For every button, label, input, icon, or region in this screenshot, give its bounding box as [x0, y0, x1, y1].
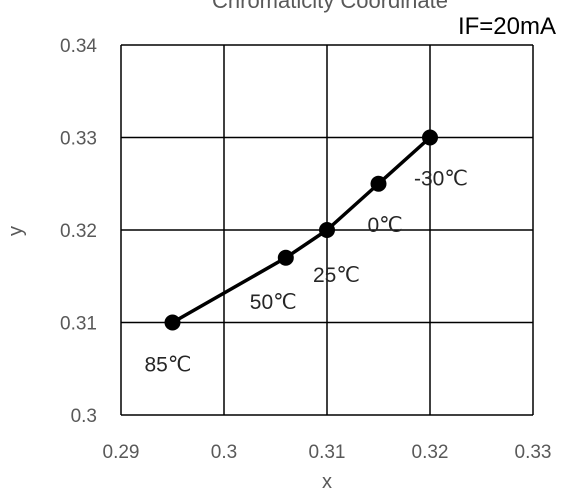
data-point	[319, 222, 335, 238]
data-label: 25℃	[313, 264, 360, 287]
grid	[120, 44, 534, 416]
chart-title: Chromaticity Coordinate	[212, 0, 448, 13]
data-label: 0℃	[368, 214, 403, 237]
x-axis-label: x	[322, 471, 332, 491]
y-tick-label: 0.32	[60, 221, 97, 242]
x-tick-label: 0.29	[103, 442, 140, 463]
condition-label: IF=20mA	[458, 13, 556, 40]
y-tick-label: 0.31	[60, 314, 97, 335]
y-axis-label: y	[5, 226, 27, 236]
x-tick-label: 0.33	[515, 442, 552, 463]
y-tick-label: 0.33	[60, 129, 97, 150]
y-tick-labels: 0.3 0.31 0.32 0.33 0.34	[60, 36, 97, 427]
data-label: 50℃	[250, 291, 297, 314]
data-point	[370, 175, 387, 192]
x-tick-label: 0.3	[211, 442, 237, 463]
y-tick-label: 0.34	[60, 36, 97, 57]
x-tick-labels: 0.29 0.3 0.31 0.32 0.33	[103, 442, 552, 463]
data-point	[277, 249, 294, 266]
data-label: 85℃	[145, 354, 192, 377]
x-tick-label: 0.32	[412, 442, 449, 463]
data-point	[422, 129, 438, 146]
data-point	[164, 314, 181, 331]
data-label: -30℃	[414, 168, 468, 191]
series: 85℃ 50℃ 25℃ 0℃ -30℃	[145, 129, 468, 377]
y-tick-label: 0.3	[71, 406, 97, 427]
x-tick-label: 0.31	[309, 442, 346, 463]
